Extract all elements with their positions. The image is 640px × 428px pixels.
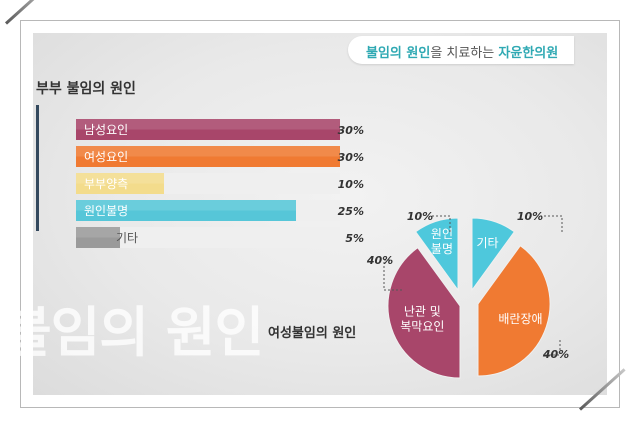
- bar-highlight: [76, 173, 164, 184]
- bar-highlight: [76, 200, 296, 211]
- bar-category-label: 원인불명: [84, 204, 128, 218]
- bar-5: [76, 227, 120, 248]
- bar-chart-axis: [36, 105, 39, 231]
- pie-leader-line: [545, 338, 561, 356]
- header-middle-text: 을 치료하는: [430, 46, 499, 61]
- bar-2: [76, 146, 340, 167]
- pie-chart-title: 여성불임의 원인: [268, 326, 357, 341]
- pie-slice-2: [477, 245, 551, 377]
- header-clinic-name: 자윤한의원: [498, 46, 559, 61]
- bar-category-label: 기타: [116, 231, 138, 245]
- bar-category-label: 남성요인: [84, 123, 128, 137]
- pie-slice-3: [387, 247, 461, 379]
- pie-leader-line: [383, 259, 402, 291]
- pie-slice-label: 복막요인: [400, 320, 444, 334]
- bar-3: [76, 173, 164, 194]
- bar-value-label: 10%: [338, 178, 364, 191]
- pie-slice-label: 난관 및: [404, 305, 441, 319]
- bar-1: [76, 119, 340, 140]
- pie-slice-label: 기타: [477, 236, 499, 250]
- pie-slice-4: [414, 217, 459, 292]
- pie-slice-1: [471, 217, 516, 292]
- pie-value-label: 10%: [517, 210, 543, 223]
- bar-highlight: [76, 146, 340, 157]
- pie-value-label: 10%: [407, 210, 433, 223]
- pie-slice-label: 불명: [431, 242, 453, 256]
- pie-leader-line: [432, 215, 451, 232]
- pie-value-label: 40%: [542, 348, 569, 361]
- pie-slice-label: 원인: [431, 227, 453, 241]
- bar-4: [76, 200, 296, 221]
- bar-category-label: 여성요인: [84, 150, 128, 164]
- header-text: 불임의 원인을 치료하는 자윤한의원: [366, 42, 558, 61]
- bar-value-label: 25%: [338, 205, 364, 218]
- pie-value-label: 40%: [366, 254, 393, 267]
- bar-highlight: [76, 227, 120, 238]
- pie-slice-label: 배란장애: [498, 312, 542, 326]
- pie-leader-line: [540, 215, 563, 234]
- header-banner: 불임의 원인을 치료하는 자윤한의원: [348, 36, 574, 64]
- bar-value-label: 5%: [345, 232, 364, 245]
- bar-highlight: [76, 119, 340, 130]
- bar-value-label: 30%: [338, 124, 364, 137]
- bar-value-label: 30%: [338, 151, 364, 164]
- outer-frame: [20, 20, 620, 408]
- header-highlight-cause: 불임의 원인: [366, 46, 431, 61]
- bar-category-label: 부부양측: [84, 177, 128, 191]
- watermark-title: 불임의 원인: [2, 301, 264, 364]
- bar-track: [76, 227, 340, 248]
- bar-chart-title: 부부 불임의 원인: [36, 81, 136, 97]
